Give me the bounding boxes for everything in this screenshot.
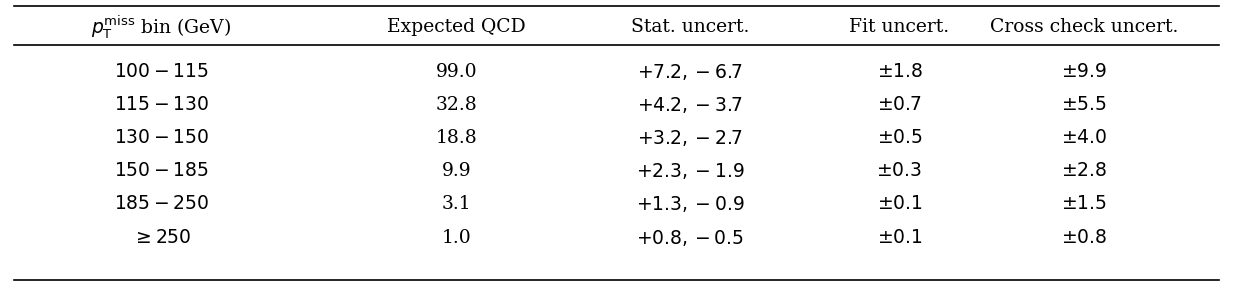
- Text: $\pm 0.3$: $\pm 0.3$: [877, 162, 922, 180]
- Text: $100 - 115$: $100 - 115$: [113, 63, 208, 81]
- Text: $\pm 4.0$: $\pm 4.0$: [1060, 129, 1107, 147]
- Text: 1.0: 1.0: [441, 229, 471, 247]
- Text: 18.8: 18.8: [435, 129, 477, 147]
- Text: $\pm 2.8$: $\pm 2.8$: [1062, 162, 1107, 180]
- Text: 9.9: 9.9: [441, 162, 471, 180]
- Text: $150 - 185$: $150 - 185$: [113, 162, 208, 180]
- Text: $130 - 150$: $130 - 150$: [113, 129, 208, 147]
- Text: $+0.8, -0.5$: $+0.8, -0.5$: [636, 227, 745, 248]
- Text: $185 - 250$: $185 - 250$: [113, 195, 208, 214]
- Text: $\pm 1.8$: $\pm 1.8$: [877, 63, 922, 81]
- Text: Expected QCD: Expected QCD: [387, 18, 526, 36]
- Text: $\pm 0.8$: $\pm 0.8$: [1062, 229, 1107, 247]
- Text: Stat. uncert.: Stat. uncert.: [631, 18, 750, 36]
- Text: $+3.2, -2.7$: $+3.2, -2.7$: [637, 128, 743, 148]
- Text: $\pm 0.1$: $\pm 0.1$: [877, 229, 922, 247]
- Text: $\pm 0.1$: $\pm 0.1$: [877, 195, 922, 214]
- Text: $+2.3, -1.9$: $+2.3, -1.9$: [636, 161, 745, 181]
- Text: 3.1: 3.1: [441, 195, 471, 214]
- Text: $+1.3, -0.9$: $+1.3, -0.9$: [636, 195, 745, 214]
- Text: $\pm 9.9$: $\pm 9.9$: [1060, 63, 1107, 81]
- Text: $\pm 0.5$: $\pm 0.5$: [877, 129, 922, 147]
- Text: $115 - 130$: $115 - 130$: [113, 96, 208, 114]
- Text: 99.0: 99.0: [435, 63, 477, 81]
- Text: $+4.2, -3.7$: $+4.2, -3.7$: [637, 95, 743, 115]
- Text: $\pm 5.5$: $\pm 5.5$: [1062, 96, 1107, 114]
- Text: $\pm 1.5$: $\pm 1.5$: [1062, 195, 1107, 214]
- Text: $+7.2, -6.7$: $+7.2, -6.7$: [637, 62, 743, 82]
- Text: Cross check uncert.: Cross check uncert.: [990, 18, 1179, 36]
- Text: 32.8: 32.8: [435, 96, 477, 114]
- Text: $p_{\mathrm{T}}^{\mathrm{miss}}$ bin (GeV): $p_{\mathrm{T}}^{\mathrm{miss}}$ bin (Ge…: [91, 13, 232, 41]
- Text: $\pm 0.7$: $\pm 0.7$: [877, 96, 921, 114]
- Text: Fit uncert.: Fit uncert.: [850, 18, 949, 36]
- Text: $\geq 250$: $\geq 250$: [132, 229, 191, 247]
